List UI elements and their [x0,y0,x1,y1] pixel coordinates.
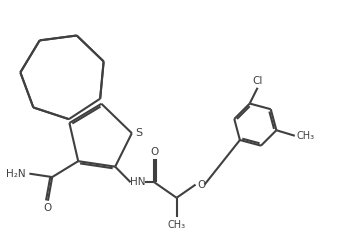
Text: CH₃: CH₃ [168,220,186,230]
Text: O: O [44,203,52,213]
Text: O: O [197,180,206,190]
Text: S: S [136,128,143,138]
Text: HN: HN [130,177,145,187]
Text: CH₃: CH₃ [296,131,315,141]
Text: Cl: Cl [252,76,263,86]
Text: H₂N: H₂N [6,169,26,179]
Text: O: O [150,147,158,156]
